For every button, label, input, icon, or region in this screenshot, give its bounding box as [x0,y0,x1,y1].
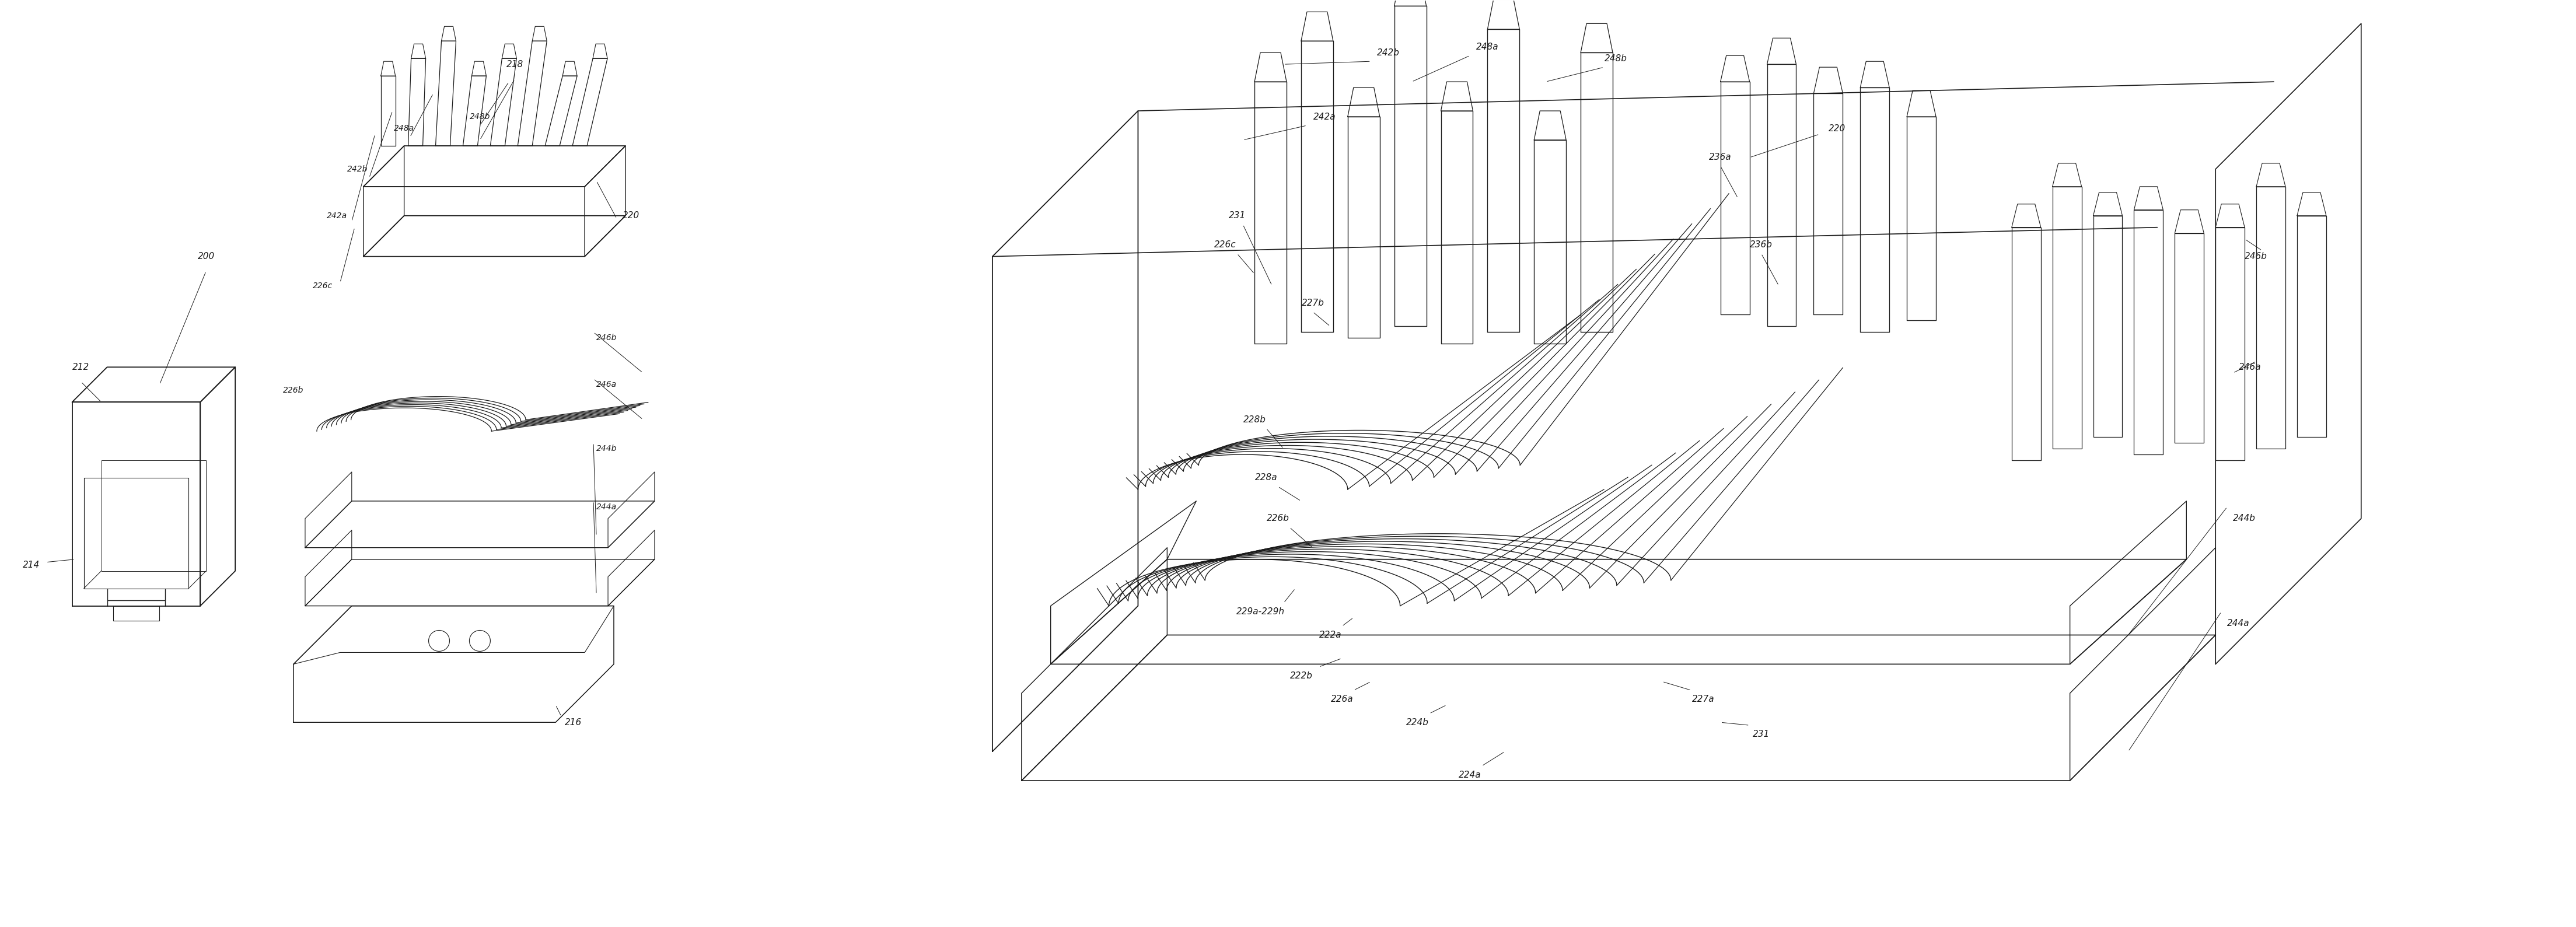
Text: 224a: 224a [1458,770,1481,780]
Text: 214: 214 [23,561,39,569]
Text: 220: 220 [623,211,639,220]
Text: 222a: 222a [1319,630,1342,640]
Text: 246b: 246b [2244,252,2267,260]
Text: 229a-229h: 229a-229h [1236,607,1285,616]
Text: 224b: 224b [1406,718,1430,727]
Text: 244b: 244b [598,445,618,452]
Text: 248b: 248b [1605,54,1628,63]
Text: 246a: 246a [598,380,616,388]
Text: 226c: 226c [312,282,332,289]
Text: 246a: 246a [2239,362,2262,372]
Text: 216: 216 [564,718,582,727]
Text: 231: 231 [1229,211,1247,220]
Text: 231: 231 [1752,730,1770,739]
Text: 244a: 244a [598,502,616,511]
Text: 244a: 244a [2228,619,2249,628]
Text: 246b: 246b [598,334,618,342]
Text: 218: 218 [507,60,523,69]
Text: 226c: 226c [1213,240,1236,249]
Text: 227a: 227a [1692,694,1713,704]
Text: 228a: 228a [1255,474,1278,482]
Text: 248a: 248a [394,124,415,133]
Text: 236a: 236a [1710,153,1731,162]
Text: 222b: 222b [1291,671,1311,680]
Text: 220: 220 [1829,124,1844,133]
Text: 226a: 226a [1332,694,1352,704]
Text: 244b: 244b [2233,514,2257,523]
Text: 236b: 236b [1749,240,1772,249]
Text: 242b: 242b [348,165,368,173]
Text: 212: 212 [72,362,90,372]
Text: 242a: 242a [327,211,348,220]
Text: 242a: 242a [1314,112,1337,121]
Text: 248b: 248b [469,112,489,121]
Text: 242b: 242b [1378,48,1399,57]
Text: 226b: 226b [283,387,304,395]
Text: 200: 200 [198,252,214,260]
Text: 228b: 228b [1244,415,1265,424]
Text: 248a: 248a [1476,43,1499,51]
Text: 226b: 226b [1267,514,1288,523]
Text: 227b: 227b [1301,298,1324,308]
